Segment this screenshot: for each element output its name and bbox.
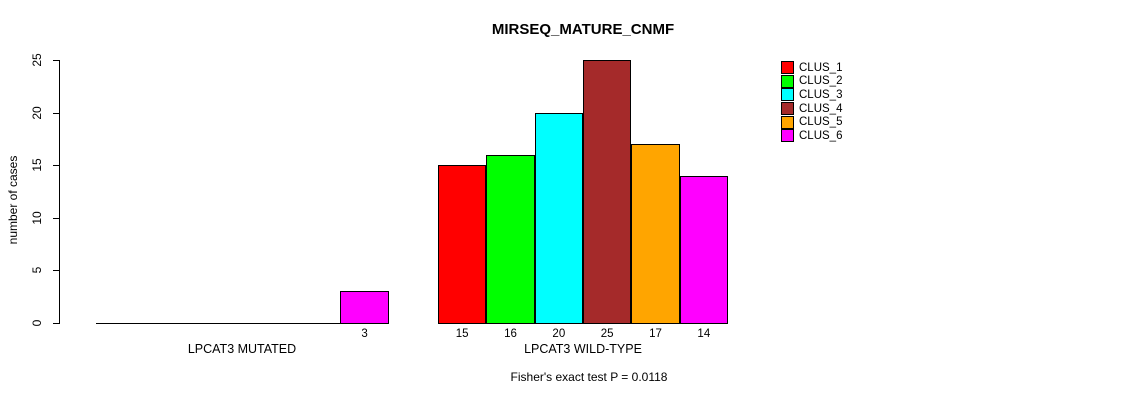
bar-value-label: 16 [504, 328, 517, 340]
y-axis-label: number of cases [6, 155, 20, 245]
bar-clus_1 [438, 165, 487, 324]
bar-value-label: 14 [697, 328, 711, 340]
y-tick-label: 0 [30, 319, 44, 327]
legend: CLUS_1 CLUS_2 CLUS_3 CLUS_4 CLUS_5 CLUS_6 [781, 61, 842, 143]
bar-clus_4 [583, 60, 632, 324]
legend-swatch [781, 102, 794, 116]
legend-item-clus_1: CLUS_1 [781, 61, 842, 75]
y-tick [53, 270, 60, 272]
legend-label: CLUS_1 [799, 61, 843, 74]
zero-bar-clus_5 [291, 323, 342, 324]
bar-clus_3 [534, 113, 583, 324]
y-tick-label: 15 [30, 158, 44, 172]
legend-item-clus_2: CLUS_2 [781, 74, 843, 89]
legend-swatch [781, 115, 794, 129]
legend-item-clus_3: CLUS_3 [781, 88, 842, 102]
legend-swatch [781, 74, 794, 88]
bar-value-label: 3 [361, 328, 368, 340]
legend-item-clus_5: CLUS_5 [781, 115, 842, 129]
y-tick [53, 217, 60, 219]
legend-label: CLUS_6 [799, 129, 843, 142]
y-tick [53, 165, 60, 167]
y-tick [53, 112, 60, 114]
legend-swatch [781, 88, 794, 102]
legend-swatch [781, 61, 794, 75]
bar-clus_6 [340, 291, 389, 324]
y-tick [53, 60, 60, 61]
y-tick-label: 10 [30, 211, 44, 225]
y-tick-label: 25 [30, 53, 44, 67]
bar-clus_6 [679, 176, 728, 324]
bar-clus_2 [486, 155, 535, 324]
zero-bar-clus_1 [96, 323, 146, 324]
y-tick [53, 323, 60, 324]
zero-bar-clus_3 [193, 323, 244, 324]
y-tick-label: 5 [30, 267, 44, 274]
x-group-label-wildtype: LPCAT3 WILD-TYPE [524, 342, 642, 356]
bar-clus_5 [631, 144, 680, 324]
bar-value-label: 20 [552, 328, 566, 340]
legend-item-clus_4: CLUS_4 [781, 102, 842, 116]
bar-value-label: 25 [600, 328, 614, 340]
legend-label: CLUS_4 [799, 102, 843, 115]
zero-bar-clus_4 [242, 323, 293, 324]
y-tick-label: 20 [30, 105, 44, 120]
legend-swatch [781, 129, 794, 143]
legend-label: CLUS_5 [799, 116, 843, 129]
bar-value-label: 15 [455, 328, 469, 340]
legend-label: CLUS_2 [799, 75, 843, 88]
fisher-test-annotation: Fisher's exact test P = 0.0118 [510, 370, 668, 384]
bar-value-label: 17 [649, 328, 662, 340]
y-axis-line [59, 60, 60, 324]
x-group-label-mutated: LPCAT3 MUTATED [187, 342, 297, 356]
chart-title: MIRSEQ_MATURE_CNMF [491, 21, 675, 38]
zero-bar-clus_2 [144, 323, 195, 324]
legend-label: CLUS_3 [799, 88, 843, 101]
legend-item-clus_6: CLUS_6 [781, 129, 842, 143]
